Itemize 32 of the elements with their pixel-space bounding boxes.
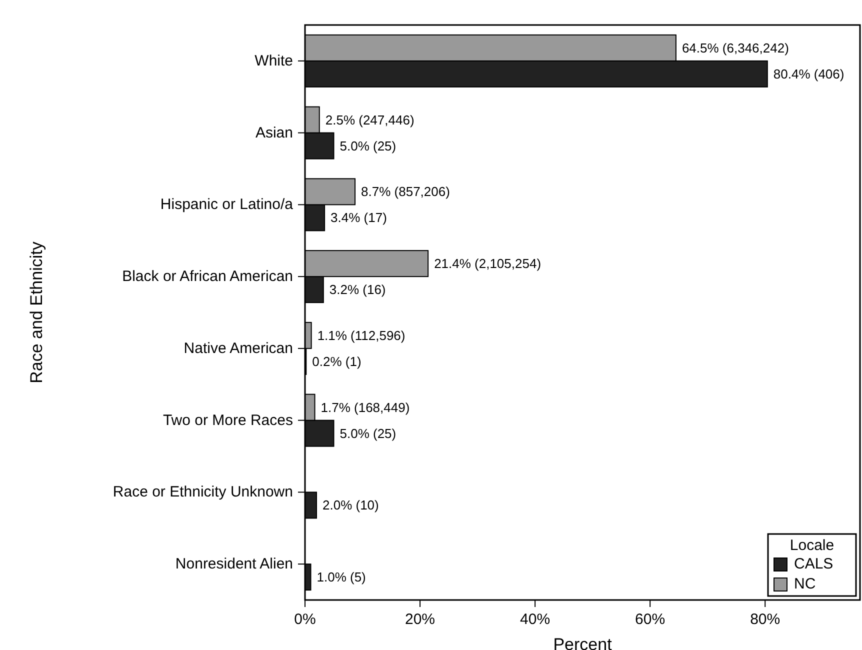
- y-axis-title: Race and Ethnicity: [27, 241, 46, 384]
- data-label: 80.4% (406): [773, 66, 844, 82]
- data-label: 0.2% (1): [312, 354, 362, 369]
- y-tick-label: Nonresident Alien: [175, 556, 293, 573]
- x-tick-label: 80%: [750, 611, 780, 628]
- data-label: 3.4% (17): [330, 210, 387, 226]
- data-label: 2.0% (10): [322, 498, 379, 513]
- data-label: 3.2% (16): [329, 282, 386, 298]
- y-tick-label: Black or African American: [122, 268, 293, 286]
- y-tick-label: Two or More Races: [162, 412, 293, 429]
- y-tick-label: Native American: [184, 340, 293, 357]
- y-tick-label: White: [254, 52, 293, 70]
- x-tick-label: 40%: [520, 611, 550, 628]
- data-label: 1.7% (168,449): [320, 400, 410, 415]
- data-label: 64.5% (6,346,242): [682, 40, 789, 56]
- data-label: 5.0% (25): [340, 138, 396, 154]
- x-tick-label: 60%: [635, 611, 666, 628]
- x-tick-label: 0%: [294, 611, 316, 628]
- data-label: 1.0% (5): [316, 570, 366, 585]
- x-axis-title: Percent: [553, 635, 612, 650]
- data-label: 8.7% (857,206): [361, 184, 450, 200]
- y-tick-label: Asian: [255, 124, 293, 142]
- legend-title: Locale: [790, 537, 834, 554]
- data-label: 5.0% (25): [340, 426, 396, 441]
- data-label: 1.1% (112,596): [317, 328, 406, 343]
- legend-label: CALS: [794, 556, 834, 572]
- legend-label: NC: [794, 576, 816, 592]
- y-tick-label: Hispanic or Latino/a: [160, 196, 294, 214]
- x-tick-label: 20%: [405, 611, 436, 628]
- data-label: 2.5% (247,446): [325, 112, 414, 128]
- y-tick-label: Race or Ethnicity Unknown: [112, 484, 293, 501]
- data-label: 21.4% (2,105,254): [434, 256, 542, 272]
